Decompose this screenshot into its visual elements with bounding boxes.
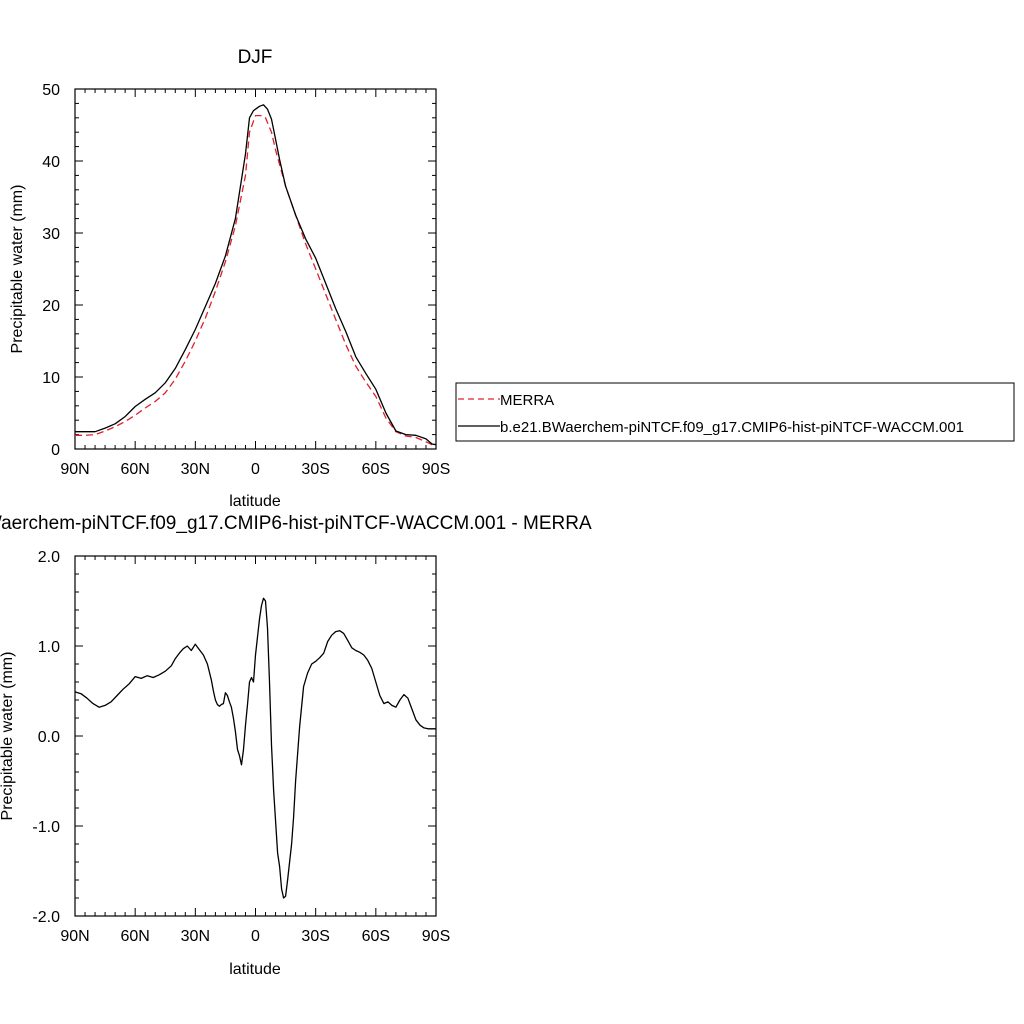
x-tick-label: 60S xyxy=(362,461,390,478)
y-tick-label: 0.0 xyxy=(38,729,60,746)
y-tick-label: -1.0 xyxy=(32,819,60,836)
x-tick-label: 90N xyxy=(60,461,89,478)
x-tick-label: 60N xyxy=(120,928,149,945)
y-tick-label: 20 xyxy=(42,298,60,315)
legend-label-model: b.e21.BWaerchem-piNTCF.f09_g17.CMIP6-his… xyxy=(500,419,964,436)
series-line-model xyxy=(75,104,437,446)
x-tick-label: 30N xyxy=(181,928,210,945)
x-tick-label: 0 xyxy=(251,461,260,478)
bottom-panel: b.e21.BWaerchem-piNTCF.f09_g17.CMIP6-his… xyxy=(0,513,592,978)
x-tick-label: 60S xyxy=(362,928,390,945)
y-tick-label: 1.0 xyxy=(38,639,60,656)
y-tick-label: 50 xyxy=(42,82,60,99)
x-tick-label: 30S xyxy=(301,461,329,478)
y-tick-label: -2.0 xyxy=(32,909,60,926)
top-chart-title: DJF xyxy=(238,47,273,68)
legend: MERRA b.e21.BWaerchem-piNTCF.f09_g17.CMI… xyxy=(455,382,1015,442)
x-tick-label: 90S xyxy=(422,928,450,945)
bottom-x-axis-label: latitude xyxy=(229,961,281,978)
plot-frame xyxy=(74,88,437,450)
series-line-merra xyxy=(75,114,437,447)
top-plot-area: 90N 60N 30N 0 30S 60S 90S 0 10 20 30 40 50 xyxy=(42,82,450,478)
bottom-chart-title: b.e21.BWaerchem-piNTCF.f09_g17.CMIP6-his… xyxy=(0,513,592,534)
x-tick-label: 30N xyxy=(181,461,210,478)
x-tick-label: 90N xyxy=(60,928,89,945)
y-tick-label: 40 xyxy=(42,154,60,171)
y-tick-label: 0 xyxy=(51,442,60,459)
top-x-axis-label: latitude xyxy=(229,493,281,510)
plot-frame xyxy=(74,555,437,917)
legend-box xyxy=(455,382,1015,442)
x-tick-label: 30S xyxy=(301,928,329,945)
top-y-axis-label: Precipitable water (mm) xyxy=(9,185,26,354)
y-tick-label: 10 xyxy=(42,370,60,387)
y-tick-label: 2.0 xyxy=(38,549,60,566)
legend-label-merra: MERRA xyxy=(500,392,554,409)
bottom-plot-area: 90N 60N 30N 0 30S 60S 90S -2.0 -1.0 0.0 1.0 2.0 xyxy=(32,549,450,945)
x-tick-label: 60N xyxy=(120,461,149,478)
series-line-difference xyxy=(74,597,436,899)
x-tick-label: 90S xyxy=(422,461,450,478)
top-panel: DJF Precipitable water (mm) latitude 90N… xyxy=(9,47,1015,510)
x-tick-label: 0 xyxy=(251,928,260,945)
bottom-y-axis-label: Precipitable water (mm) xyxy=(0,652,16,821)
y-tick-label: 30 xyxy=(42,226,60,243)
